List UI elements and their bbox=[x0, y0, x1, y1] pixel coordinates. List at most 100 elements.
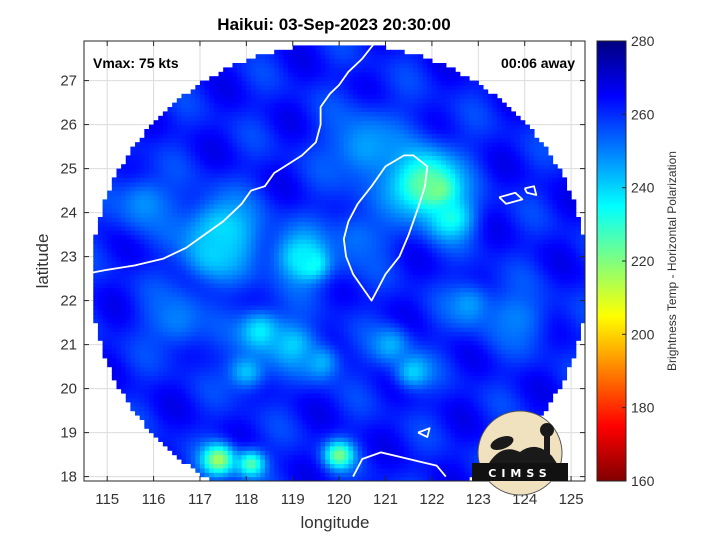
heatmap-cell bbox=[325, 261, 331, 266]
heatmap-cell bbox=[478, 344, 484, 350]
heatmap-cell bbox=[399, 322, 405, 328]
heatmap-cell bbox=[547, 375, 554, 381]
heatmap-cell bbox=[404, 415, 410, 420]
heatmap-cell bbox=[339, 340, 345, 346]
heatmap-cell bbox=[510, 384, 517, 390]
heatmap-cell bbox=[529, 353, 535, 359]
heatmap-cell bbox=[274, 450, 280, 456]
heatmap-cell bbox=[413, 362, 419, 368]
heatmap-cell bbox=[158, 274, 164, 280]
heatmap-cell bbox=[515, 379, 521, 385]
heatmap-cell bbox=[543, 300, 549, 306]
heatmap-cell bbox=[469, 362, 475, 368]
heatmap-cell bbox=[561, 362, 568, 368]
heatmap-cell bbox=[167, 371, 173, 376]
heatmap-cell bbox=[144, 331, 150, 337]
heatmap-cell bbox=[283, 265, 289, 271]
heatmap-cell bbox=[524, 296, 530, 302]
heatmap-cell bbox=[292, 278, 298, 284]
heatmap-cell bbox=[533, 340, 540, 346]
heatmap-cell bbox=[557, 353, 563, 359]
heatmap-cell bbox=[223, 375, 229, 381]
heatmap-cell bbox=[153, 318, 159, 324]
heatmap-cell bbox=[487, 247, 493, 253]
heatmap-cell bbox=[264, 269, 271, 275]
heatmap-cell bbox=[538, 327, 544, 332]
heatmap-cell bbox=[506, 388, 512, 394]
heatmap-cell bbox=[552, 287, 558, 293]
heatmap-cell bbox=[297, 467, 303, 473]
heatmap-cell bbox=[190, 362, 196, 368]
heatmap-cell bbox=[348, 291, 354, 297]
heatmap-cell bbox=[237, 313, 243, 319]
heatmap-cell bbox=[362, 410, 368, 416]
heatmap-cell bbox=[376, 265, 382, 271]
heatmap-cell bbox=[404, 441, 410, 447]
heatmap-cell bbox=[144, 410, 150, 416]
heatmap-cell bbox=[237, 353, 243, 359]
heatmap-cell bbox=[371, 278, 377, 284]
heatmap-cell bbox=[436, 379, 442, 385]
heatmap-cell bbox=[186, 327, 192, 332]
heatmap-cell bbox=[561, 287, 568, 293]
heatmap-cell bbox=[269, 274, 275, 280]
heatmap-cell bbox=[306, 265, 312, 271]
heatmap-cell bbox=[102, 335, 108, 341]
heatmap-cell bbox=[302, 423, 308, 429]
heatmap-cell bbox=[376, 371, 382, 376]
heatmap-cell bbox=[394, 467, 401, 473]
heatmap-cell bbox=[227, 340, 234, 346]
heatmap-cell bbox=[116, 300, 122, 306]
heatmap-cell bbox=[533, 371, 540, 376]
heatmap-cell bbox=[176, 274, 183, 280]
heatmap-cell bbox=[408, 393, 414, 398]
heatmap-cell bbox=[153, 428, 159, 434]
heatmap-cell bbox=[172, 305, 178, 310]
heatmap-cell bbox=[204, 450, 210, 456]
heatmap-cell bbox=[260, 393, 266, 398]
heatmap-cell bbox=[543, 349, 549, 354]
heatmap-cell bbox=[371, 344, 377, 350]
heatmap-cell bbox=[153, 371, 159, 376]
heatmap-cell bbox=[260, 296, 266, 302]
heatmap-cell bbox=[329, 340, 336, 346]
heatmap-cell bbox=[334, 327, 340, 332]
heatmap-cell bbox=[288, 331, 294, 337]
heatmap-cell bbox=[195, 415, 201, 420]
heatmap-cell bbox=[533, 327, 540, 332]
heatmap-cell bbox=[445, 327, 452, 332]
heatmap-cell bbox=[357, 467, 363, 473]
heatmap-cell bbox=[538, 384, 544, 390]
heatmap-cell bbox=[408, 410, 414, 416]
heatmap-cell bbox=[343, 335, 350, 341]
heatmap-cell bbox=[524, 349, 530, 354]
heatmap-cell bbox=[148, 388, 155, 394]
heatmap-cell bbox=[255, 318, 261, 324]
heatmap-cell bbox=[376, 269, 382, 275]
heatmap-cell bbox=[218, 252, 224, 258]
heatmap-cell bbox=[431, 406, 438, 412]
heatmap-cell bbox=[404, 393, 410, 398]
heatmap-cell bbox=[353, 353, 359, 359]
heatmap-cell bbox=[353, 371, 359, 376]
heatmap-cell bbox=[297, 366, 303, 372]
heatmap-cell bbox=[473, 327, 479, 332]
heatmap-cell bbox=[278, 366, 285, 372]
heatmap-cell bbox=[538, 291, 544, 297]
heatmap-cell bbox=[357, 309, 363, 315]
heatmap-cell bbox=[227, 371, 234, 376]
heatmap-cell bbox=[199, 393, 206, 398]
heatmap-cell bbox=[422, 441, 428, 447]
heatmap-cell bbox=[172, 362, 178, 368]
heatmap-cell bbox=[376, 388, 382, 394]
heatmap-cell bbox=[241, 269, 247, 275]
heatmap-cell bbox=[408, 353, 414, 359]
heatmap-cell bbox=[302, 349, 308, 354]
heatmap-cell bbox=[269, 467, 275, 473]
heatmap-cell bbox=[464, 384, 470, 390]
heatmap-cell bbox=[353, 278, 359, 284]
heatmap-cell bbox=[315, 305, 322, 310]
heatmap-cell bbox=[408, 318, 414, 324]
heatmap-cell bbox=[190, 265, 196, 271]
heatmap-cell bbox=[380, 472, 387, 478]
